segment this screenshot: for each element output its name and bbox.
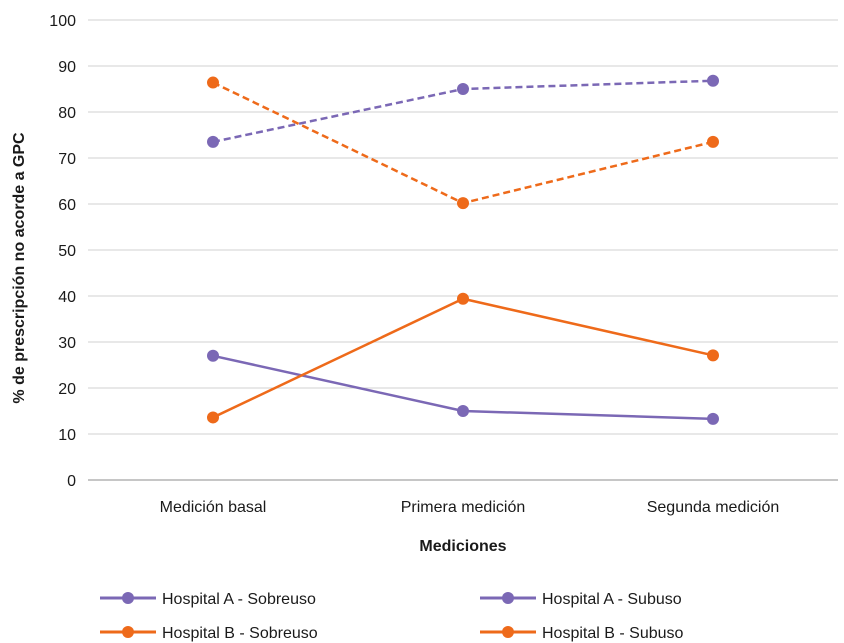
legend-label: Hospital A - Sobreuso [162, 591, 316, 608]
legend-label: Hospital A - Subuso [542, 591, 682, 608]
legend-marker [502, 592, 514, 604]
legend-label: Hospital B - Subuso [542, 625, 684, 642]
x-axis-title: Mediciones [419, 538, 506, 555]
x-axis-ticks: Medición basal Primera medición Segunda me… [160, 499, 780, 516]
x-tick-label: Medición basal [160, 499, 267, 516]
y-tick-label: 10 [58, 427, 76, 444]
series-4 [207, 76, 719, 210]
y-tick-label: 80 [58, 105, 76, 122]
data-point [457, 83, 469, 95]
data-point [207, 349, 219, 362]
y-tick-label: 70 [58, 151, 76, 168]
legend-label: Hospital B - Sobreuso [162, 625, 318, 642]
data-point [207, 411, 219, 424]
y-tick-label: 90 [58, 59, 76, 76]
data-point [707, 135, 719, 148]
y-tick-label: 50 [58, 243, 76, 260]
legend-marker [122, 626, 134, 638]
x-tick-label: Segunda medición [647, 499, 780, 516]
legend-item: Hospital A - Subuso [480, 591, 682, 608]
x-tick-label: Primera medición [401, 499, 525, 516]
data-point [457, 197, 469, 210]
data-point [707, 349, 719, 362]
data-point [207, 76, 219, 89]
series-2 [207, 74, 719, 148]
series-line [212, 81, 714, 205]
y-tick-label: 0 [67, 473, 76, 490]
data-point [457, 292, 469, 305]
data-point [207, 135, 219, 148]
legend-marker [502, 626, 514, 638]
legend-marker [122, 592, 134, 604]
legend-item: Hospital B - Sobreuso [100, 625, 318, 642]
data-point [707, 412, 719, 425]
data-point [457, 405, 469, 417]
y-tick-label: 60 [58, 197, 76, 214]
legend-item: Hospital A - Sobreuso [100, 591, 316, 608]
series-3 [207, 292, 719, 424]
legend-item: Hospital B - Subuso [480, 625, 684, 642]
y-axis-ticks: 0 10 20 30 40 50 60 70 80 90 100 [49, 13, 76, 490]
y-tick-label: 30 [58, 335, 76, 352]
y-tick-label: 40 [58, 289, 76, 306]
series-line [212, 297, 714, 419]
data-point [707, 74, 719, 87]
series-group [207, 74, 719, 425]
series-1 [207, 349, 719, 425]
legend: Hospital A - Sobreuso Hospital A - Subuso… [100, 591, 684, 642]
y-axis-title: % de prescripción no acorde a GPC [11, 132, 28, 404]
y-tick-label: 20 [58, 381, 76, 398]
y-tick-label: 100 [49, 13, 76, 30]
